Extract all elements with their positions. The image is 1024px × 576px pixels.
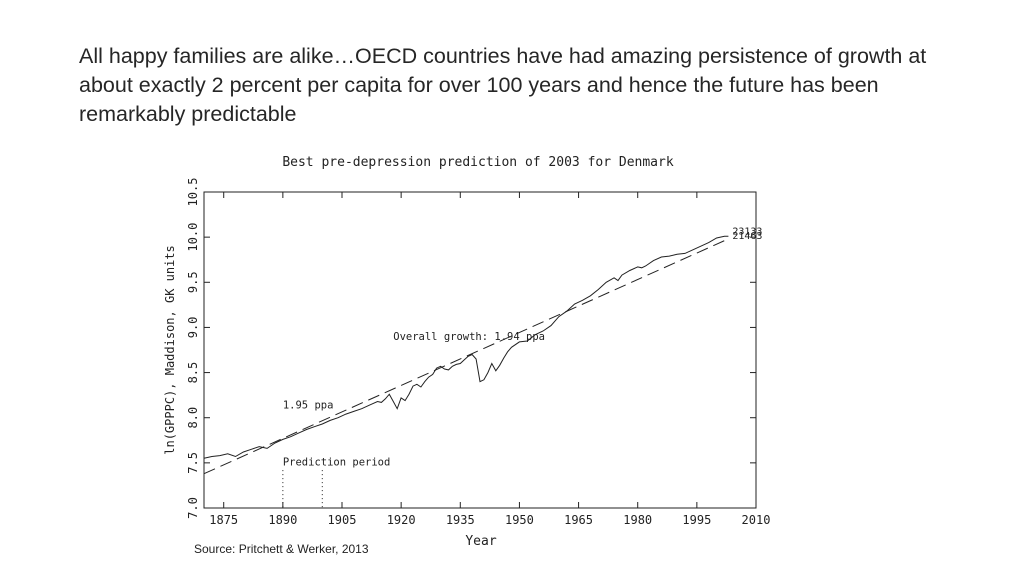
x-tick-label: 1875 (209, 513, 238, 527)
x-tick-label: 1905 (328, 513, 357, 527)
x-tick-label: 1920 (387, 513, 416, 527)
chart-title: Best pre-depression prediction of 2003 f… (282, 155, 674, 170)
annotation-label: Overall growth: 1.94 ppa (393, 331, 545, 343)
annotation-label: 21463 (732, 231, 762, 242)
axes: 1875 1890 1905 1920 1935 1950 1965 1980 1995 2010… (186, 178, 770, 527)
x-tick-label: 1950 (505, 513, 534, 527)
x-tick-label: 1890 (268, 513, 297, 527)
annotation-label: 23133 (732, 226, 762, 237)
x-tick-label: 1965 (564, 513, 593, 527)
y-axis-label: ln(GPPPC), Maddison, GK units (163, 245, 177, 455)
annotation-label: Prediction period (283, 457, 390, 469)
x-axis-label: Year (465, 534, 496, 549)
x-tick-label: 1995 (682, 513, 711, 527)
y-tick-label: 8.5 (186, 362, 200, 384)
x-tick-label: 2010 (742, 513, 771, 527)
y-tick-label: 8.0 (186, 407, 200, 429)
y-tick-label: 7.0 (186, 497, 200, 519)
y-tick-label: 10.5 (186, 178, 200, 207)
y-tick-label: 10.0 (186, 223, 200, 252)
trend-line-dashed (203, 238, 729, 475)
annotations: Overall growth: 1.94 ppa 1.95 ppa Predicti… (283, 226, 763, 468)
y-tick-label: 9.5 (186, 271, 200, 293)
source-note: Source: Pritchett & Werker, 2013 (194, 542, 369, 556)
slide-title: All happy families are alike…OECD countr… (79, 44, 927, 126)
annotation-label: 1.95 ppa (283, 400, 334, 412)
y-tick-label: 7.5 (186, 452, 200, 474)
x-tick-label: 1980 (623, 513, 652, 527)
y-tick-label: 9.0 (186, 317, 200, 339)
x-tick-label: 1935 (446, 513, 475, 527)
gdp-series-line (203, 235, 729, 459)
chart-marks (203, 235, 729, 508)
plot-frame (203, 191, 757, 509)
